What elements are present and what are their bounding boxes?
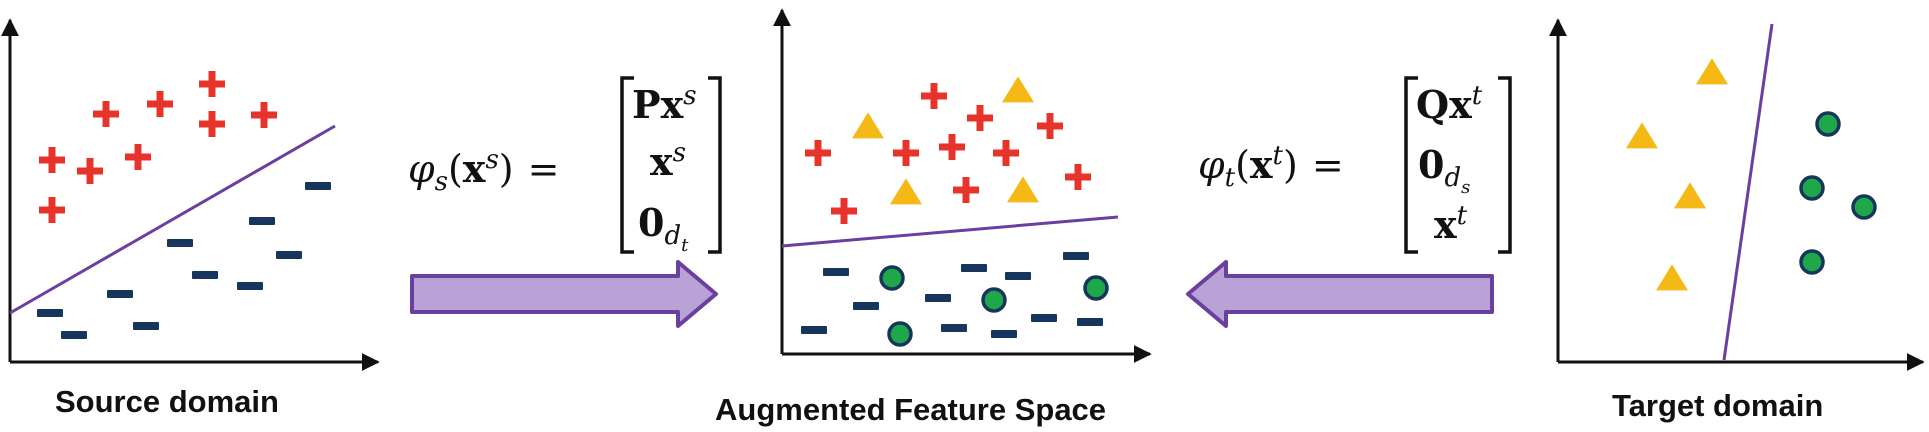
circle-marker [1799, 175, 1825, 201]
plus-marker [199, 111, 225, 137]
plus-marker [1037, 113, 1063, 139]
target-decision-boundary [1722, 23, 1774, 361]
triangle-marker [1002, 76, 1034, 103]
triangle-marker [890, 178, 922, 205]
source-equation: φs(xs) = Pxs xs 0dt [408, 76, 722, 256]
triangle-marker [1007, 176, 1039, 203]
circle-marker [879, 265, 905, 291]
plus-marker [125, 144, 151, 170]
plus-marker [199, 71, 225, 97]
target-circle-markers [1799, 111, 1877, 275]
augmented-minus-markers [801, 252, 1103, 338]
target-domain-caption: Target domain [1612, 388, 1823, 423]
target-triangle-markers [1626, 58, 1728, 291]
target-right-bracket [1498, 76, 1512, 254]
plus-marker [39, 147, 65, 173]
triangle-marker [1626, 122, 1658, 149]
minus-marker [925, 294, 951, 302]
target-vector-row-1: Qxt [1416, 81, 1483, 127]
plus-marker [77, 158, 103, 184]
minus-marker [237, 282, 263, 290]
augmented-feature-space-caption: Augmented Feature Space [715, 392, 1106, 427]
minus-marker [823, 268, 849, 276]
source-domain-panel: Source domain [0, 18, 380, 419]
plus-marker [993, 140, 1019, 166]
circle-marker [1799, 249, 1825, 275]
source-to-augmented-arrow [410, 260, 718, 328]
plus-marker [893, 140, 919, 166]
target-vector-row-2: 0ds [1418, 142, 1470, 198]
augmented-decision-boundary [781, 215, 1119, 248]
minus-marker [305, 182, 331, 190]
target-equation-lhs: φt(xt) = [1198, 141, 1344, 193]
minus-marker [249, 217, 275, 225]
circle-marker [981, 287, 1007, 313]
source-vector-row-1: Pxs [632, 81, 697, 127]
plus-marker [251, 102, 277, 128]
target-left-bracket [1404, 76, 1418, 254]
plus-marker [805, 140, 831, 166]
augmented-circle-markers [879, 265, 1109, 347]
triangle-marker [1656, 264, 1688, 291]
source-decision-boundary [9, 124, 336, 315]
source-right-bracket [708, 76, 722, 254]
augmented-triangle-markers [852, 76, 1039, 205]
plus-marker [921, 83, 947, 109]
plus-marker [39, 197, 65, 223]
minus-marker [1031, 314, 1057, 322]
circle-marker [1083, 275, 1109, 301]
plus-marker [939, 134, 965, 160]
source-left-bracket [620, 76, 634, 254]
plus-marker [967, 105, 993, 131]
minus-marker [1005, 272, 1031, 280]
target-vector-row-3: xt [1434, 201, 1468, 247]
triangle-marker [1674, 182, 1706, 209]
plus-marker [147, 91, 173, 117]
minus-marker [961, 264, 987, 272]
minus-marker [133, 322, 159, 330]
augmented-plus-markers [805, 83, 1091, 224]
target-equation: φt(xt) = Qxt 0ds xt [1198, 76, 1512, 254]
augmented-feature-space-panel: Augmented Feature Space [715, 8, 1152, 427]
plus-marker [831, 198, 857, 224]
source-equation-lhs: φs(xs) = [408, 145, 559, 197]
target-to-augmented-arrow [1186, 260, 1494, 328]
minus-marker [1077, 318, 1103, 326]
triangle-marker [1696, 58, 1728, 85]
source-vector-row-2: xs [650, 138, 686, 184]
source-domain-caption: Source domain [55, 384, 279, 419]
source-vector-row-3: 0dt [638, 200, 689, 256]
minus-marker [107, 290, 133, 298]
minus-marker [853, 302, 879, 310]
minus-marker [941, 324, 967, 332]
minus-marker [61, 331, 87, 339]
minus-marker [276, 251, 302, 259]
source-minus-markers [37, 182, 331, 339]
target-domain-panel: Target domain [1549, 18, 1925, 423]
plus-marker [93, 101, 119, 127]
plus-marker [1065, 164, 1091, 190]
circle-marker [1815, 111, 1841, 137]
minus-marker [1063, 252, 1089, 260]
circle-marker [887, 321, 913, 347]
minus-marker [192, 271, 218, 279]
minus-marker [991, 330, 1017, 338]
triangle-marker [852, 112, 884, 139]
source-plus-markers [39, 71, 277, 223]
plus-marker [953, 177, 979, 203]
minus-marker [37, 309, 63, 317]
circle-marker [1851, 194, 1877, 220]
minus-marker [167, 239, 193, 247]
minus-marker [801, 326, 827, 334]
